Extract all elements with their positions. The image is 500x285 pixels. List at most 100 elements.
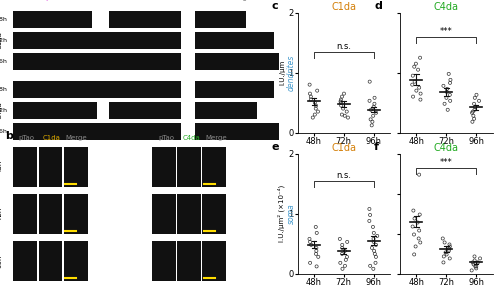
Point [415,172,423,177]
Point [307,243,315,247]
Y-axis label: I.U./μm² (×10⁻⁴): I.U./μm² (×10⁻⁴) [278,185,285,242]
Text: a: a [5,0,12,1]
Text: Merge: Merge [228,0,252,1]
Point [312,103,320,108]
Point [414,236,422,241]
Point [471,95,479,100]
Point [446,256,454,261]
Title: C4da: C4da [434,2,459,12]
Point [366,207,374,211]
Point [366,99,374,103]
Point [412,88,420,93]
Point [373,234,381,238]
Point [416,212,424,217]
Point [410,79,418,84]
Point [416,97,424,102]
Text: 96h: 96h [0,59,8,64]
Point [440,260,448,265]
Text: ***: *** [440,27,452,36]
Point [440,254,448,259]
Point [313,88,321,93]
Text: n.s.: n.s. [336,42,351,51]
Point [369,113,377,118]
Point [472,93,480,97]
Point [444,107,452,112]
Point [339,106,347,111]
Point [306,237,314,241]
Point [306,260,314,265]
Point [311,100,319,105]
Text: pTao: pTao [158,135,174,141]
Point [412,61,420,66]
Point [337,100,345,105]
FancyBboxPatch shape [14,81,112,98]
Point [409,73,417,78]
Point [368,119,376,124]
FancyBboxPatch shape [14,32,120,49]
Point [306,91,314,96]
Point [312,231,320,235]
Point [415,86,423,90]
Text: e: e [272,142,279,152]
Point [366,219,374,223]
Point [446,78,454,82]
Point [410,252,418,257]
Point [440,101,448,106]
Text: Merge: Merge [206,135,227,141]
Point [472,264,480,269]
Text: p-Tao: p-Tao [46,0,65,1]
Point [343,240,351,244]
Bar [152,241,176,281]
Point [338,112,346,117]
Point [410,232,418,237]
Point [312,264,320,269]
Text: C4da: C4da [0,101,2,119]
Point [468,111,476,115]
Point [474,260,482,265]
Point [410,64,418,69]
Point [470,258,478,263]
Point [312,106,320,111]
Point [341,249,349,253]
Point [442,252,450,257]
Text: 48h: 48h [0,87,8,92]
Point [338,252,346,256]
Point [370,231,378,235]
Point [372,243,380,247]
Bar [152,147,176,187]
Point [415,228,423,233]
FancyBboxPatch shape [108,11,182,28]
Bar [38,194,62,234]
Point [445,246,453,251]
Text: C1da: C1da [42,135,60,141]
Point [336,99,344,104]
Point [312,225,320,229]
Point [342,258,350,262]
Point [372,255,380,259]
Point [370,249,378,253]
Point [370,266,378,271]
Point [442,89,450,94]
Point [446,93,454,97]
Text: 72h: 72h [0,108,8,113]
Point [366,213,374,217]
Point [416,240,424,245]
Point [446,244,454,249]
FancyBboxPatch shape [196,81,274,98]
Point [372,111,380,115]
Text: d: d [374,1,382,11]
Point [338,243,346,247]
Point [369,225,377,229]
Point [312,249,320,253]
Text: ***: *** [440,158,452,167]
Point [409,94,417,99]
Text: b: b [5,131,13,141]
Text: 72h: 72h [0,38,8,43]
FancyBboxPatch shape [108,53,182,70]
Point [337,103,345,108]
Point [468,119,476,124]
Point [314,109,322,114]
Point [416,91,424,96]
Bar [177,194,201,234]
Bar [202,194,226,234]
